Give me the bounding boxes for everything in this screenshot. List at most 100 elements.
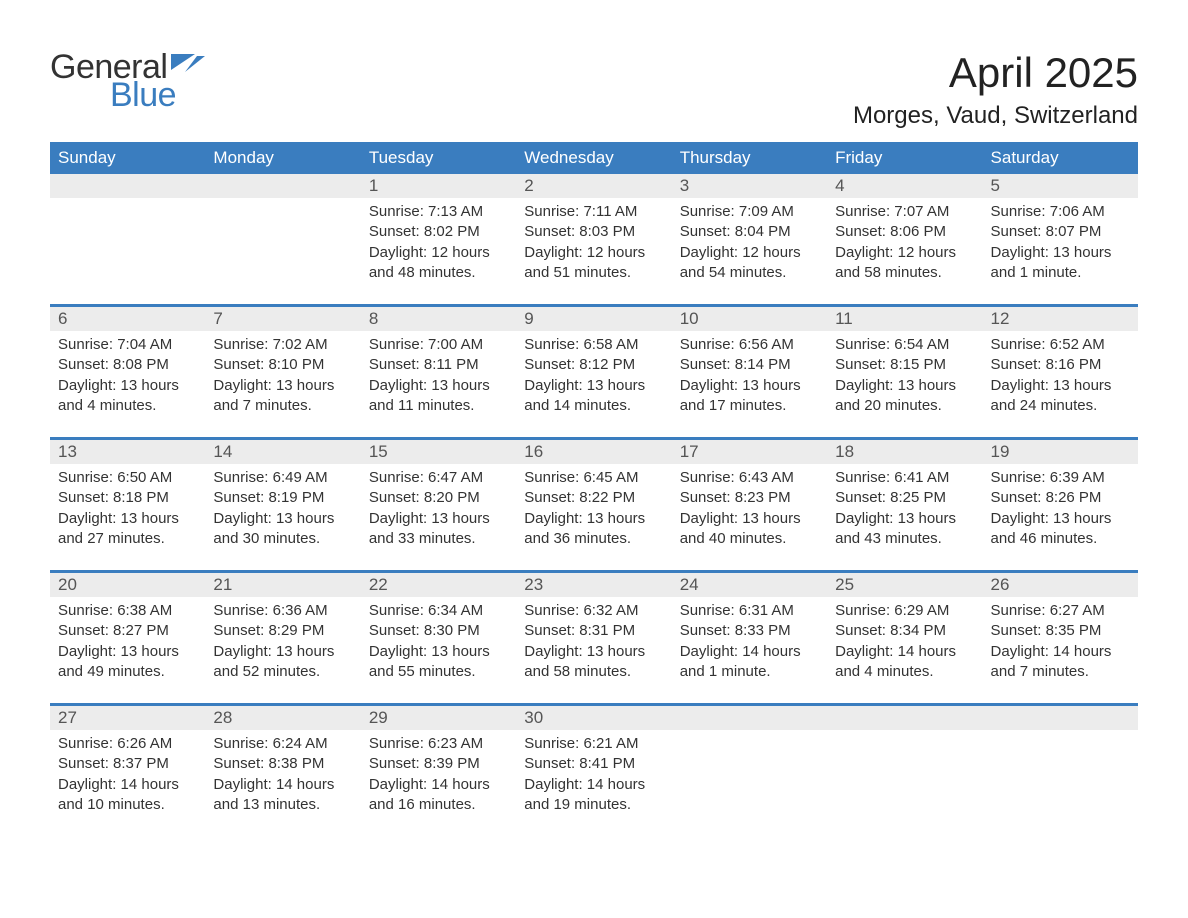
daylight-text: Daylight: 13 hours and 4 minutes. [58,376,197,417]
day-number: 23 [516,573,671,597]
logo-triangle-icon [171,54,205,80]
day-number [50,174,205,198]
daylight-text: Daylight: 14 hours and 4 minutes. [835,642,974,683]
calendar-day-cell: 22Sunrise: 6:34 AMSunset: 8:30 PMDayligh… [361,573,516,703]
sunset-text: Sunset: 8:30 PM [369,621,508,641]
weekday-header: Sunday [50,142,205,174]
day-body: Sunrise: 7:00 AMSunset: 8:11 PMDaylight:… [361,331,516,422]
sunset-text: Sunset: 8:15 PM [835,355,974,375]
day-number: 6 [50,307,205,331]
day-number: 14 [205,440,360,464]
day-number: 5 [983,174,1138,198]
header: General Blue April 2025 Morges, Vaud, Sw… [50,50,1138,130]
day-number: 28 [205,706,360,730]
day-number: 13 [50,440,205,464]
day-body: Sunrise: 6:56 AMSunset: 8:14 PMDaylight:… [672,331,827,422]
sunrise-text: Sunrise: 6:39 AM [991,468,1130,488]
sunset-text: Sunset: 8:11 PM [369,355,508,375]
day-number: 26 [983,573,1138,597]
sunrise-text: Sunrise: 6:34 AM [369,601,508,621]
weekday-header: Friday [827,142,982,174]
day-body: Sunrise: 6:47 AMSunset: 8:20 PMDaylight:… [361,464,516,555]
calendar-week-row: 6Sunrise: 7:04 AMSunset: 8:08 PMDaylight… [50,307,1138,437]
logo-word-blue: Blue [50,78,176,112]
sunset-text: Sunset: 8:39 PM [369,754,508,774]
daylight-text: Daylight: 12 hours and 58 minutes. [835,243,974,284]
sunset-text: Sunset: 8:07 PM [991,222,1130,242]
sunset-text: Sunset: 8:14 PM [680,355,819,375]
title-block: April 2025 Morges, Vaud, Switzerland [853,50,1138,130]
sunrise-text: Sunrise: 6:58 AM [524,335,663,355]
calendar-day-cell: 2Sunrise: 7:11 AMSunset: 8:03 PMDaylight… [516,174,671,304]
daylight-text: Daylight: 12 hours and 48 minutes. [369,243,508,284]
daylight-text: Daylight: 13 hours and 14 minutes. [524,376,663,417]
sunrise-text: Sunrise: 6:41 AM [835,468,974,488]
calendar-day-cell: 24Sunrise: 6:31 AMSunset: 8:33 PMDayligh… [672,573,827,703]
sunset-text: Sunset: 8:41 PM [524,754,663,774]
sunrise-text: Sunrise: 6:24 AM [213,734,352,754]
sunset-text: Sunset: 8:25 PM [835,488,974,508]
day-number: 3 [672,174,827,198]
sunset-text: Sunset: 8:02 PM [369,222,508,242]
sunset-text: Sunset: 8:37 PM [58,754,197,774]
sunrise-text: Sunrise: 6:50 AM [58,468,197,488]
day-body: Sunrise: 7:06 AMSunset: 8:07 PMDaylight:… [983,198,1138,289]
calendar-day-cell: 21Sunrise: 6:36 AMSunset: 8:29 PMDayligh… [205,573,360,703]
calendar-week-row: 1Sunrise: 7:13 AMSunset: 8:02 PMDaylight… [50,174,1138,304]
day-body: Sunrise: 6:45 AMSunset: 8:22 PMDaylight:… [516,464,671,555]
calendar-day-cell: 18Sunrise: 6:41 AMSunset: 8:25 PMDayligh… [827,440,982,570]
calendar-week-row: 27 Sunrise: 6:26 AMSunset: 8:37 PM Dayligh… [50,706,1138,836]
day-number: 7 [205,307,360,331]
day-body: Sunrise: 7:02 AMSunset: 8:10 PMDaylight:… [205,331,360,422]
daylight-text: Daylight: 13 hours and 1 minute. [991,243,1130,284]
day-number: 30 [516,706,671,730]
sunrise-text: Sunrise: 6:43 AM [680,468,819,488]
daylight-text: Daylight: 13 hours and 7 minutes. [213,376,352,417]
month-title: April 2025 [853,50,1138,96]
sunset-text: Sunset: 8:18 PM [58,488,197,508]
day-number [983,706,1138,730]
sunset-text: Sunset: 8:03 PM [524,222,663,242]
daylight-text: Daylight: 13 hours and 58 minutes. [524,642,663,683]
day-number: 1 [361,174,516,198]
sunrise-text: Sunrise: 7:06 AM [991,202,1130,222]
calendar-day-cell: 15Sunrise: 6:47 AMSunset: 8:20 PMDayligh… [361,440,516,570]
calendar-day-cell: 13 Sunrise: 6:50 AMSunset: 8:18 PMDayligh… [50,440,205,570]
sunset-text: Sunset: 8:31 PM [524,621,663,641]
sunset-text: Sunset: 8:19 PM [213,488,352,508]
sunrise-text: Sunrise: 6:27 AM [991,601,1130,621]
day-number: 25 [827,573,982,597]
day-number: 24 [672,573,827,597]
calendar-day-cell: 16Sunrise: 6:45 AMSunset: 8:22 PMDayligh… [516,440,671,570]
day-body: Sunrise: 6:52 AMSunset: 8:16 PMDaylight:… [983,331,1138,422]
calendar-day-cell: 19Sunrise: 6:39 AMSunset: 8:26 PMDayligh… [983,440,1138,570]
sunset-text: Sunset: 8:20 PM [369,488,508,508]
daylight-text: Daylight: 14 hours and 19 minutes. [524,775,663,816]
sunrise-text: Sunrise: 6:26 AM [58,734,197,754]
day-number [672,706,827,730]
daylight-text: Daylight: 13 hours and 27 minutes. [58,509,197,550]
calendar-day-cell: 14Sunrise: 6:49 AMSunset: 8:19 PMDayligh… [205,440,360,570]
daylight-text: Daylight: 14 hours and 7 minutes. [991,642,1130,683]
day-body: Sunrise: 6:31 AMSunset: 8:33 PMDaylight:… [672,597,827,688]
calendar-day-cell: 27Sunrise: 6:26 AMSunset: 8:37 PMDayligh… [50,706,205,836]
sunrise-text: Sunrise: 6:23 AM [369,734,508,754]
daylight-text: Daylight: 12 hours and 54 minutes. [680,243,819,284]
calendar-table: Sunday Monday Tuesday Wednesday Thursday… [50,142,1138,836]
day-number: 29 [361,706,516,730]
calendar-day-cell: 10Sunrise: 6:56 AMSunset: 8:14 PMDayligh… [672,307,827,437]
daylight-text: Daylight: 13 hours and 40 minutes. [680,509,819,550]
day-number: 17 [672,440,827,464]
calendar-day-cell: 20Sunrise: 6:38 AMSunset: 8:27 PMDayligh… [50,573,205,703]
sunset-text: Sunset: 8:35 PM [991,621,1130,641]
sunrise-text: Sunrise: 6:36 AM [213,601,352,621]
day-number: 27 [50,706,205,730]
calendar-day-cell: 9Sunrise: 6:58 AMSunset: 8:12 PMDaylight… [516,307,671,437]
sunset-text: Sunset: 8:23 PM [680,488,819,508]
sunset-text: Sunset: 8:34 PM [835,621,974,641]
day-body: Sunrise: 6:27 AMSunset: 8:35 PMDaylight:… [983,597,1138,688]
day-body: Sunrise: 6:54 AMSunset: 8:15 PMDaylight:… [827,331,982,422]
calendar-day-cell: 1Sunrise: 7:13 AMSunset: 8:02 PMDaylight… [361,174,516,304]
day-number: 21 [205,573,360,597]
day-body: Sunrise: 7:09 AMSunset: 8:04 PMDaylight:… [672,198,827,289]
